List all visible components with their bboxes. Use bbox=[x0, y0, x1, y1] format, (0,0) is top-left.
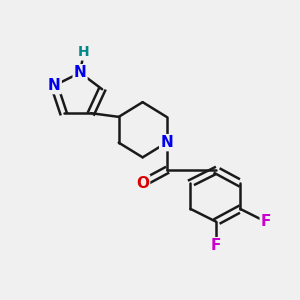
Text: N: N bbox=[74, 65, 86, 80]
Text: F: F bbox=[211, 238, 221, 253]
Text: F: F bbox=[261, 214, 271, 229]
Text: N: N bbox=[48, 78, 61, 93]
Text: O: O bbox=[136, 176, 149, 190]
Text: H: H bbox=[78, 46, 90, 59]
Text: N: N bbox=[160, 135, 173, 150]
